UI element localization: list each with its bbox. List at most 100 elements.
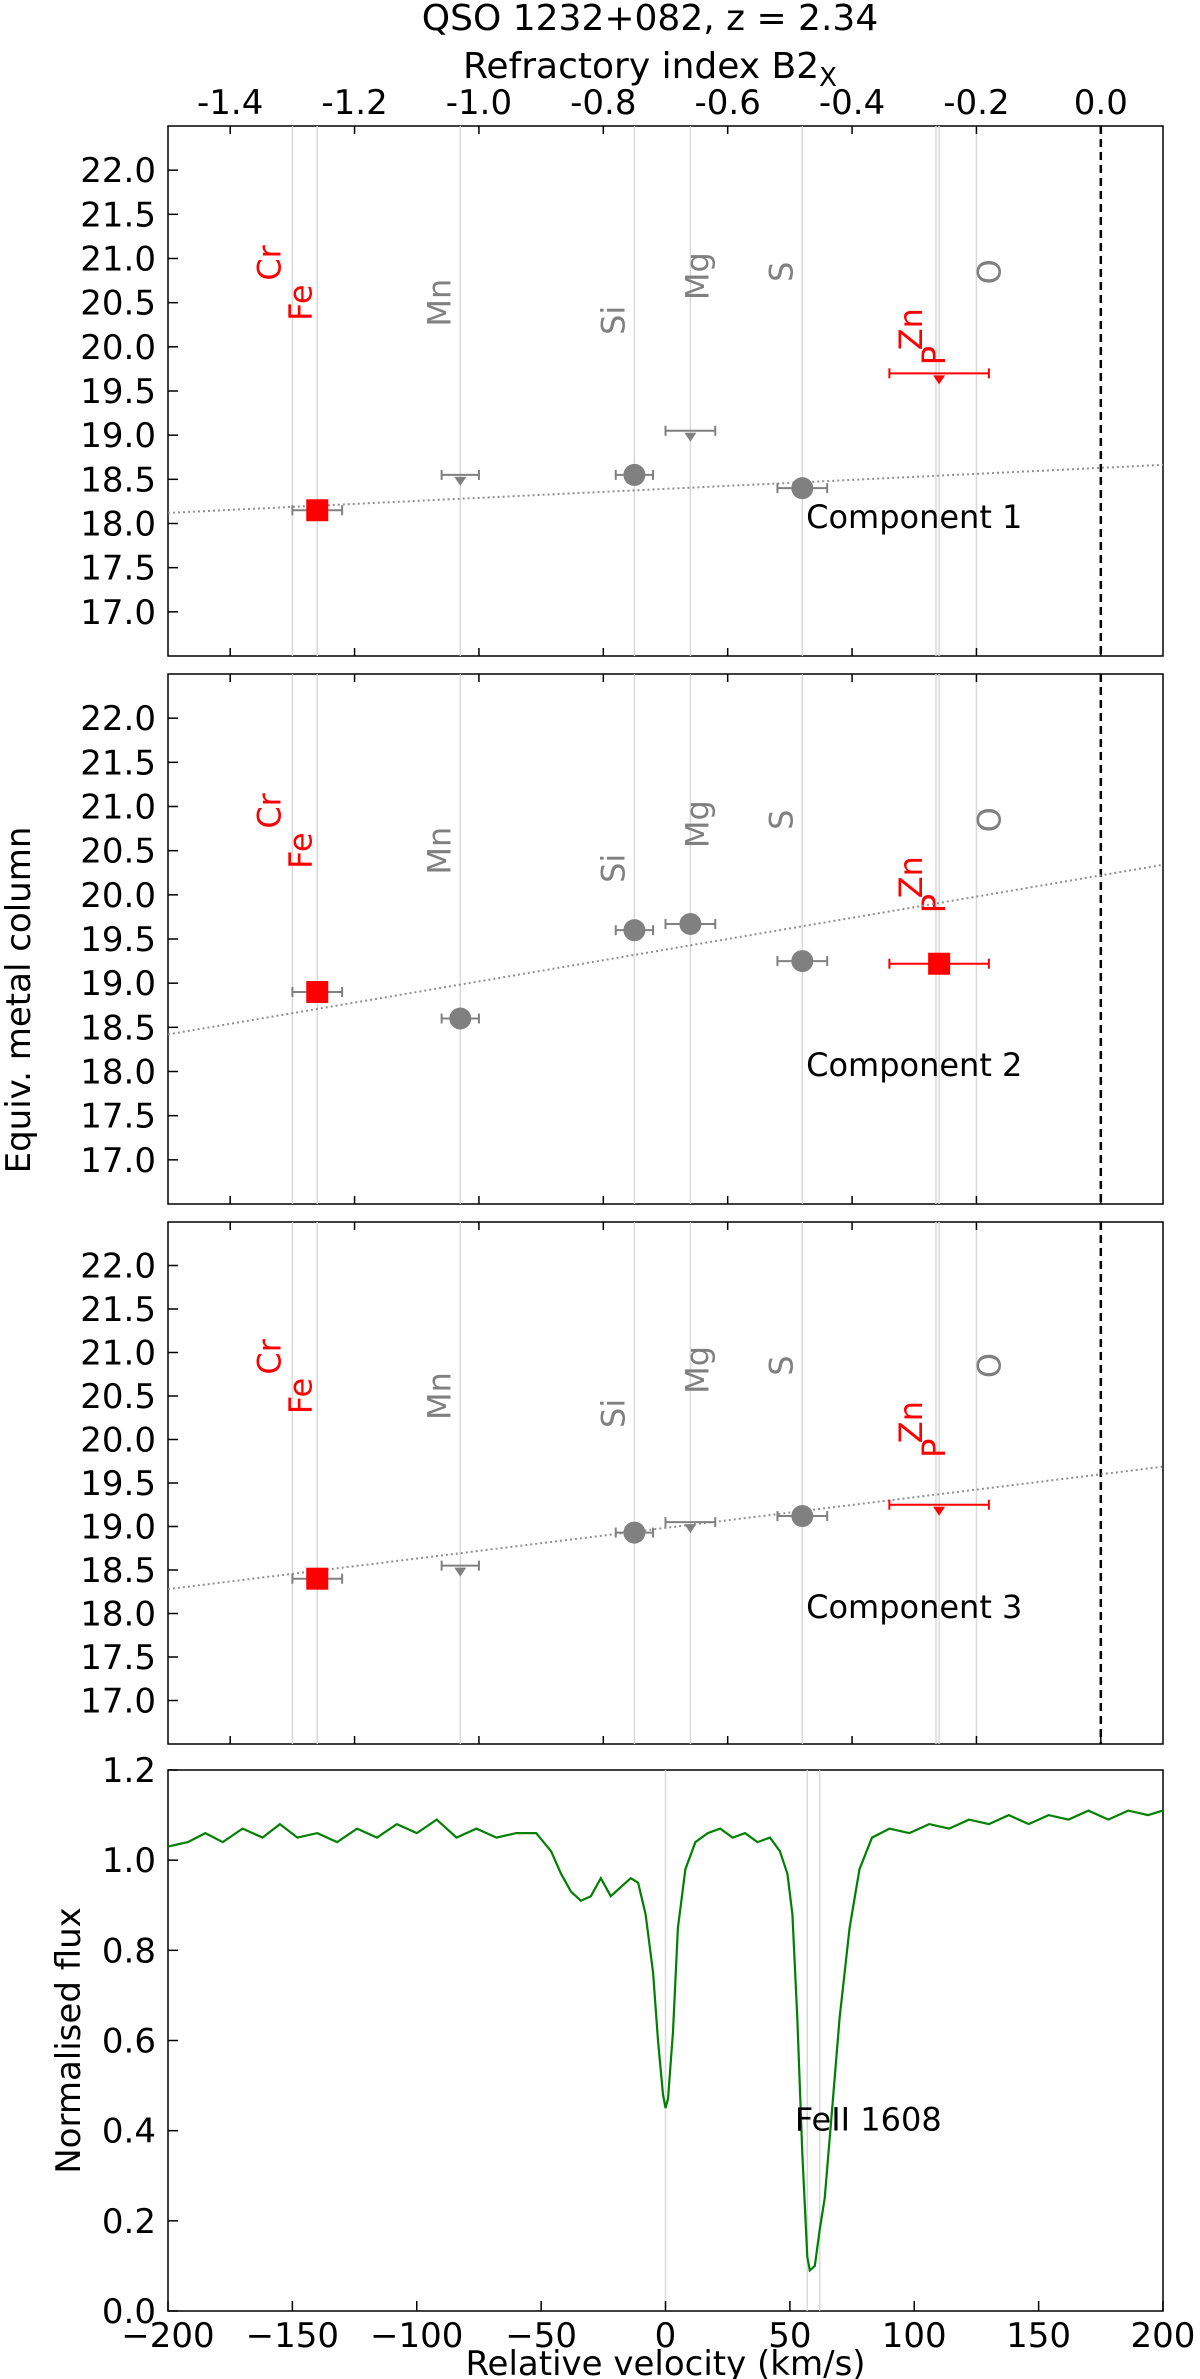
x-tick-label-top: -0.8 [570,83,636,123]
shared-ylabel: Equiv. metal column [0,827,39,1174]
y-tick-label: 21.0 [80,240,156,280]
component-label: Component 1 [806,498,1022,536]
element-label-zn: Zn [892,308,930,350]
y-tick-label: 18.0 [80,1595,156,1635]
x-tick-label-top: -1.4 [197,83,263,123]
data-point-zn [928,952,951,975]
component-label: Component 2 [806,1046,1022,1084]
top-axis-label-subscript: X [819,63,837,93]
element-label-mn: Mn [420,1372,458,1420]
element-label-si: Si [594,306,632,335]
top-axis-label-text: Refractory index B2 [463,46,819,87]
y-tick-label: 21.5 [80,1290,156,1330]
y-tick-label: 19.0 [80,416,156,456]
y-tick-label: 18.0 [80,1053,156,1093]
data-point-mn [449,1007,472,1030]
data-point-si [623,1521,646,1544]
y-axis-label: Normalised flux [49,1907,89,2174]
y-tick-label: 22.0 [80,151,156,191]
data-point-s [791,1505,814,1528]
upper-limit-zn [933,1506,946,1516]
data-point-fe [306,499,329,522]
fit-line [167,463,1164,514]
y-tick-label: 17.5 [80,1638,156,1678]
element-label-mg: Mg [678,800,716,848]
element-label-mg: Mg [678,252,716,300]
x-tick-label: 50 [768,2316,811,2356]
y-tick-label: 18.5 [80,1008,156,1048]
element-label-s: S [762,1355,800,1375]
x-tick-label: −50 [505,2316,577,2356]
data-point-si [623,919,646,942]
y-tick-label: 19.5 [80,920,156,960]
y-tick-label: 21.0 [80,1334,156,1374]
data-point-si [623,463,646,486]
y-tick-label: 18.5 [80,460,156,500]
data-point-fe [306,981,329,1003]
x-tick-label-top: -0.6 [695,83,761,123]
element-label-fe: Fe [281,832,319,868]
y-tick-label: 0.2 [102,2202,156,2242]
y-tick-label: 1.0 [102,1841,156,1881]
x-tick-label: −200 [121,2316,214,2356]
upper-limit-mn [454,476,467,486]
y-tick-label: 19.0 [80,964,156,1004]
y-tick-label: 21.5 [80,743,156,783]
x-tick-label: −150 [246,2316,339,2356]
element-label-p: P [915,894,953,913]
upper-limit-zn [933,375,946,385]
y-tick-label: 17.5 [80,1097,156,1137]
element-label-fe: Fe [281,1378,319,1414]
upper-limit-mg [684,432,697,442]
y-tick-label: 20.0 [80,876,156,916]
element-label-si: Si [594,1399,632,1428]
y-tick-label: 0.4 [102,2112,156,2152]
element-label-cr: Cr [250,244,288,280]
element-label-cr: Cr [250,1338,288,1374]
element-label-o: O [970,1353,1008,1378]
x-axis-label: Relative velocity (km/s) [465,2344,865,2379]
element-label-s: S [762,262,800,282]
element-label-mn: Mn [420,827,458,875]
y-tick-label: 0.8 [102,1931,156,1971]
y-tick-label: 1.2 [102,1751,156,1791]
fit-line [167,863,1164,1036]
x-tick-label: −100 [370,2316,463,2356]
data-point-s [791,950,814,973]
y-tick-label: 22.0 [80,699,156,739]
element-label-s: S [762,810,800,830]
y-tick-label: 18.5 [80,1551,156,1591]
y-tick-label: 17.0 [80,1141,156,1181]
y-tick-label: 22.0 [80,1247,156,1287]
x-tick-label-top: -1.0 [446,83,512,123]
x-tick-label: 150 [1006,2316,1071,2356]
element-label-mn: Mn [420,279,458,327]
element-label-o: O [970,807,1008,832]
element-label-p: P [915,346,953,365]
element-label-o: O [970,259,1008,284]
y-tick-label: 17.5 [80,549,156,589]
x-tick-label: 0 [655,2316,677,2356]
figure-title: QSO 1232+082, z = 2.34 [422,0,878,39]
element-label-mg: Mg [678,1346,716,1394]
y-tick-label: 20.5 [80,832,156,872]
component-label: Component 3 [806,1588,1022,1626]
panel-2: Cr Fe Mn Si Mg S ZnP O Component 2 17.017.518.0 18… [80,673,1164,1205]
x-tick-label-top: -1.2 [321,83,387,123]
upper-limit-mg [684,1524,697,1534]
y-tick-label: 20.5 [80,284,156,324]
element-label-zn: Zn [892,856,930,898]
spectrum-line [167,1809,1164,2273]
y-tick-label: 19.5 [80,372,156,412]
x-tick-label-top: 0.0 [1074,83,1128,123]
panel-1: Cr Fe Mn Si Mg S ZnP O Component 1 17.017.518.0 18… [80,83,1164,657]
data-point-mg [679,912,702,935]
y-tick-label: 0.0 [102,2292,156,2332]
y-tick-label: 17.0 [80,1682,156,1722]
y-tick-label: 0.6 [102,2022,156,2062]
y-tick-label: 21.0 [80,788,156,828]
element-label-zn: Zn [892,1401,930,1443]
x-tick-label-top: -0.4 [819,83,885,123]
x-tick-label: 100 [882,2316,947,2356]
